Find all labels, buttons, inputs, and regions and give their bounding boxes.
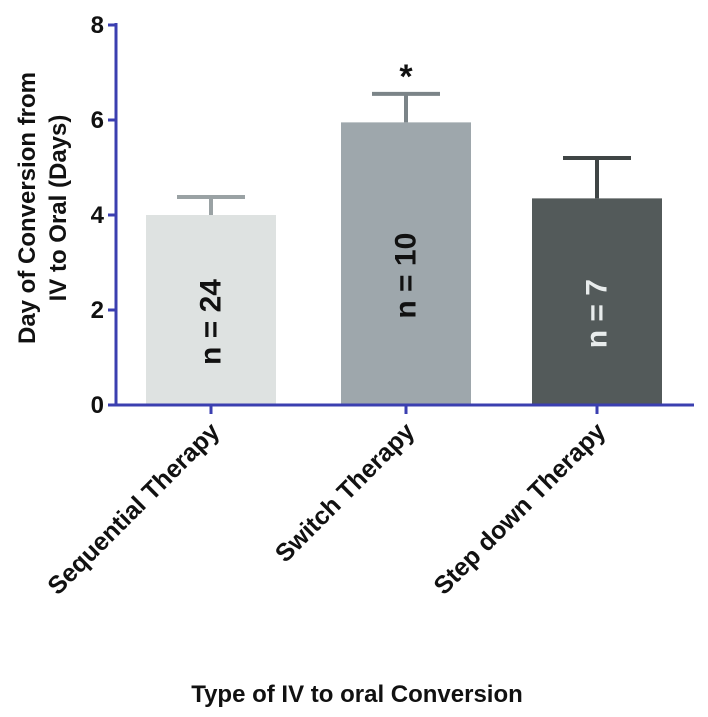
- error-bars-layer: [177, 91, 631, 215]
- bar-2: [341, 122, 471, 405]
- bar-3: [532, 198, 662, 405]
- axes-layer: [108, 23, 694, 414]
- y-axis-title-line-1: Day of Conversion from: [14, 72, 41, 344]
- bar-label-2: n = 10: [390, 233, 423, 319]
- y-tick-label-2: 2: [91, 297, 104, 324]
- bar-1: [146, 215, 276, 405]
- y-tick-label-0: 0: [91, 392, 104, 419]
- category-label-2: Switch Therapy: [270, 417, 421, 568]
- bar-label-3: n = 7: [581, 279, 614, 348]
- y-tick-label-6: 6: [91, 107, 104, 134]
- bar-label-1: n = 24: [195, 279, 228, 365]
- y-tick-label-4: 4: [91, 202, 105, 229]
- labels-layer: n = 24 n = 10 * n = 7 0 2 4 6 8 Sequential Therap…: [42, 12, 613, 600]
- significance-marker: *: [399, 58, 413, 96]
- category-label-1: Sequential Therapy: [42, 417, 225, 600]
- bars-layer: [146, 122, 662, 405]
- y-axis-title-line-2: IV to Oral (Days): [45, 115, 72, 302]
- y-tick-label-8: 8: [91, 12, 104, 39]
- x-axis-title: Type of IV to oral Conversion: [191, 681, 523, 708]
- category-label-3: Step down Therapy: [428, 417, 611, 600]
